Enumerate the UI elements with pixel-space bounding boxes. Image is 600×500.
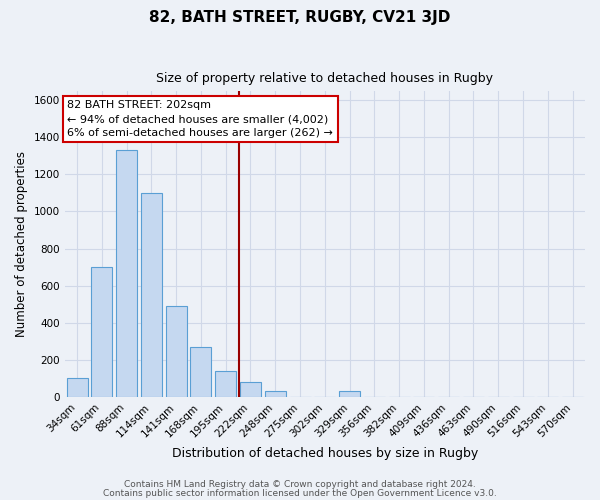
Bar: [265, 392, 286, 397]
Bar: [116, 150, 137, 397]
Bar: [67, 378, 88, 397]
Text: Contains public sector information licensed under the Open Government Licence v3: Contains public sector information licen…: [103, 490, 497, 498]
Bar: [190, 347, 211, 397]
Bar: [215, 371, 236, 397]
Title: Size of property relative to detached houses in Rugby: Size of property relative to detached ho…: [157, 72, 493, 86]
Y-axis label: Number of detached properties: Number of detached properties: [15, 151, 28, 337]
Text: 82, BATH STREET, RUGBY, CV21 3JD: 82, BATH STREET, RUGBY, CV21 3JD: [149, 10, 451, 25]
Bar: [240, 382, 261, 397]
X-axis label: Distribution of detached houses by size in Rugby: Distribution of detached houses by size …: [172, 447, 478, 460]
Bar: [166, 306, 187, 397]
Text: Contains HM Land Registry data © Crown copyright and database right 2024.: Contains HM Land Registry data © Crown c…: [124, 480, 476, 489]
Text: 82 BATH STREET: 202sqm
← 94% of detached houses are smaller (4,002)
6% of semi-d: 82 BATH STREET: 202sqm ← 94% of detached…: [67, 100, 333, 138]
Bar: [339, 392, 360, 397]
Bar: [141, 193, 162, 397]
Bar: [91, 267, 112, 397]
